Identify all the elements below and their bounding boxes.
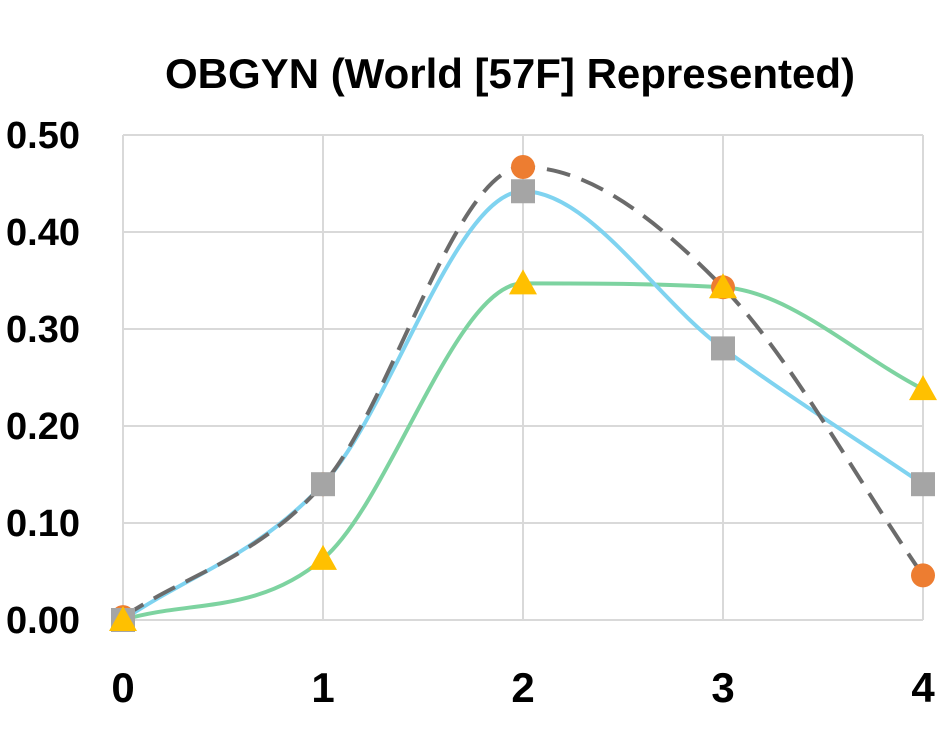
series-2-point [311, 472, 335, 497]
series-3-point [709, 273, 737, 299]
y-tick-label: 0.20 [6, 406, 80, 448]
y-tick-label: 0.30 [6, 309, 80, 351]
series-3-point [909, 375, 937, 401]
series-3-point [509, 269, 537, 295]
y-tick-label: 0.40 [6, 212, 80, 254]
x-tick-label: 3 [711, 664, 734, 711]
series-3-point [109, 606, 137, 631]
x-tick-label: 1 [311, 664, 334, 711]
series-3-line [122, 281, 924, 622]
x-tick-label: 0 [111, 664, 134, 711]
gridlines [122, 134, 924, 621]
x-tick-label: 2 [511, 664, 534, 711]
series-markers [109, 155, 937, 632]
series-3-point [309, 544, 337, 570]
series-2-point [911, 472, 935, 497]
x-tick-label: 4 [911, 664, 935, 711]
series-2-point [511, 179, 535, 204]
y-tick-label: 0.50 [6, 115, 80, 157]
series-1-point [511, 155, 535, 180]
axis-tick-labels: 0.00 0.10 0.20 0.30 0.40 0.50 0 1 2 3 4 [6, 115, 935, 711]
series-1-point [911, 563, 935, 588]
chart-title: OBGYN (World [57F] Represented) [165, 50, 855, 97]
series-2-point [711, 336, 735, 361]
y-tick-label: 0.10 [6, 503, 80, 545]
y-tick-label: 0.00 [6, 600, 80, 642]
